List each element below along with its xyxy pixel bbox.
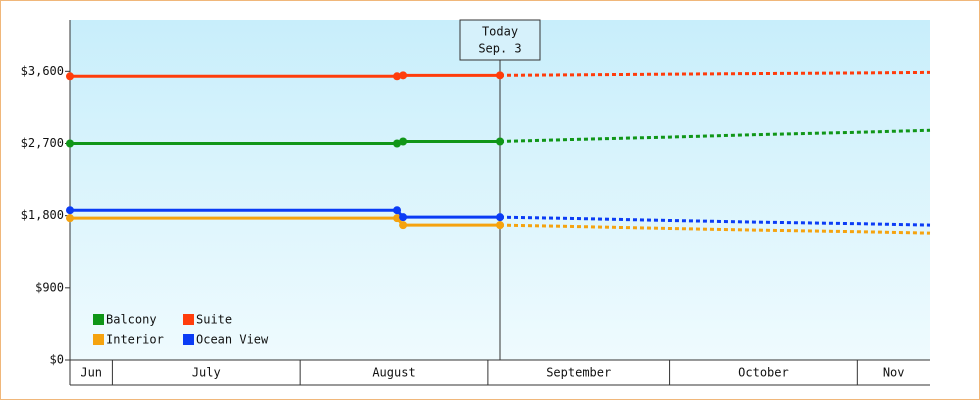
x-tick-label: August [372,366,415,380]
legend-swatch [93,334,104,345]
point [496,71,504,80]
y-tick-label: $0 [50,353,64,367]
legend-label: Suite [196,313,232,327]
y-tick-label: $900 [35,280,64,294]
forecast-line [499,70,931,77]
y-tick-label: $3,600 [21,64,64,78]
point [66,139,74,148]
y-tick-label: $2,700 [21,136,64,150]
series-line [70,216,500,227]
x-tick-label: Jun [80,366,102,380]
point [496,213,504,222]
point [66,206,74,215]
point [66,72,74,81]
point [399,221,408,230]
forecast-line [499,223,931,235]
annotation: Today [482,25,518,39]
point [393,214,402,223]
x-tick-label: July [192,366,221,380]
point [399,71,408,80]
legend-swatch [183,314,194,325]
point [66,214,74,223]
point [393,206,402,215]
y-tick-label: $1,800 [21,208,64,222]
series-line [70,73,500,78]
forecast-line [499,128,931,143]
annotation: Sep. 3 [478,42,521,56]
point [399,213,408,222]
point [393,72,402,81]
legend-label: Interior [106,333,164,347]
point [399,137,408,146]
point [496,221,504,230]
point [496,137,504,146]
legend-swatch [93,314,104,325]
legend-label: Balcony [106,313,157,327]
x-tick-label: September [546,366,611,380]
legend-label: Ocean View [196,333,269,347]
x-tick-label: October [738,366,789,380]
point [393,139,402,148]
forecast-line [499,215,931,227]
today-box [459,19,541,61]
x-tick-label: Nov [883,366,905,380]
legend-swatch [183,334,194,345]
series-line [70,208,500,219]
